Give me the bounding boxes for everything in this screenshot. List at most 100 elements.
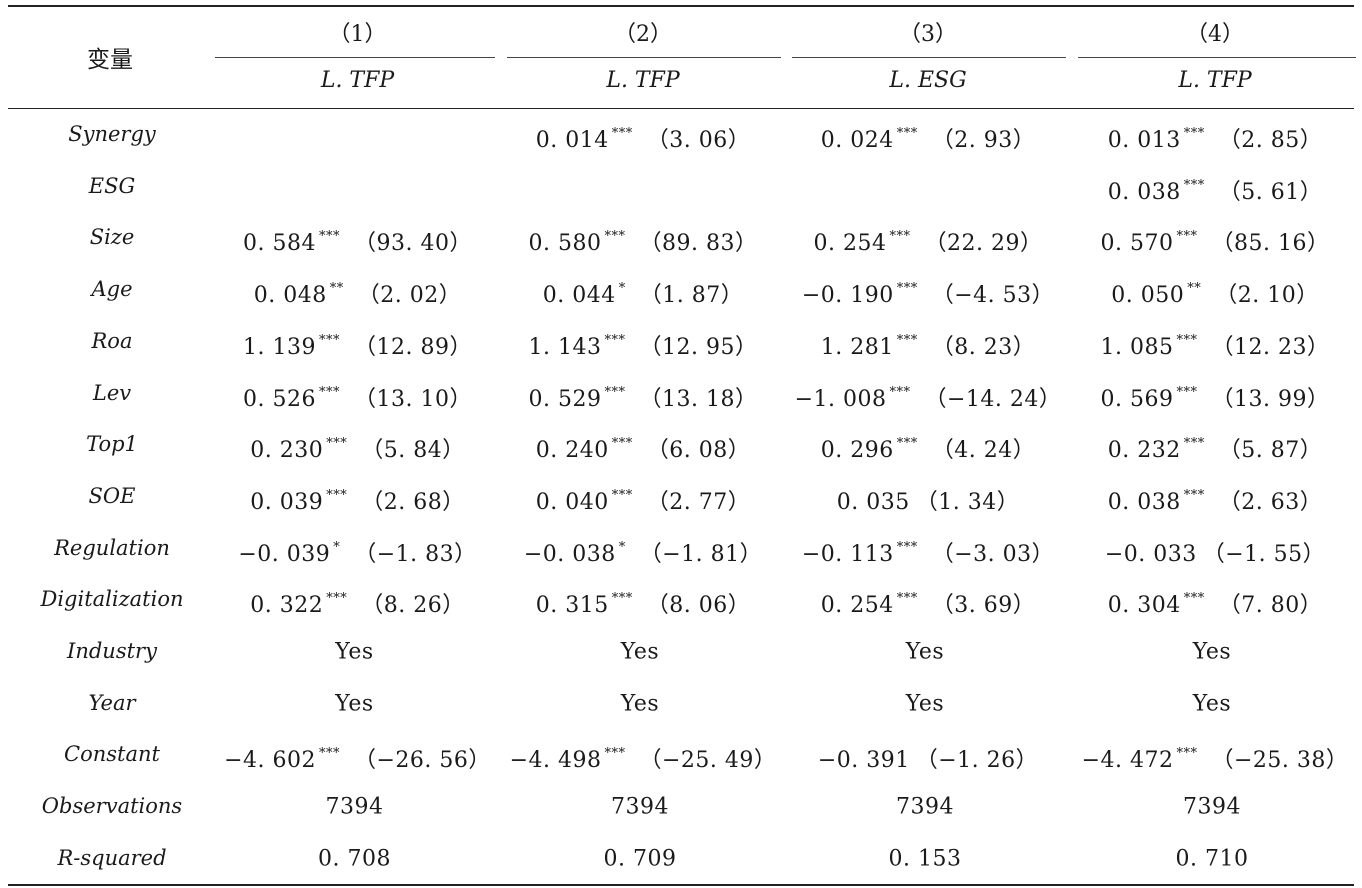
coefficient: Yes (1192, 691, 1232, 717)
table-cell: Yes (790, 691, 1066, 716)
table-cell: 0. 035 （1. 34） (790, 484, 1066, 516)
t-statistic: （−1. 26） (915, 748, 1039, 773)
significance-stars: * (618, 280, 626, 296)
table-cell: −0. 113 *** （−3. 03） (790, 536, 1066, 568)
significance-stars: *** (319, 384, 340, 400)
coefficient: Yes (905, 691, 945, 717)
significance-stars: *** (326, 435, 348, 451)
coefficient: −1. 008 (794, 387, 887, 412)
table-cell: Yes (505, 691, 781, 716)
table-cell: 0. 315 *** （8. 06） (505, 587, 781, 619)
t-statistic: （13. 99） (1211, 387, 1330, 412)
coefficient: 0. 710 (1175, 846, 1249, 872)
table-cell: 7394 (215, 794, 500, 819)
t-statistic: （2. 77） (646, 490, 751, 515)
significance-stars: *** (319, 745, 340, 761)
dependent-variable-4: L. TFP (1178, 68, 1252, 93)
coefficient: 0. 526 (243, 387, 316, 412)
t-statistic: （5. 84） (361, 438, 465, 463)
coefficient: 0. 584 (243, 231, 316, 256)
table-cell: −0. 391 （−1. 26） (790, 742, 1066, 774)
column-3-subrule (792, 57, 1066, 58)
coefficient: −0. 113 (801, 542, 894, 567)
significance-stars: *** (611, 487, 633, 503)
table-cell: 0. 039 *** （2. 68） (215, 484, 500, 516)
table-cell: 1. 281 *** （8. 23） (790, 329, 1066, 361)
coefficient: 7394 (611, 794, 669, 820)
t-statistic: （5. 87） (1218, 438, 1323, 463)
coefficient: 0. 240 (535, 438, 609, 463)
table-bottom-rule (8, 884, 1354, 886)
table-cell: −0. 038 * （−1. 81） (505, 536, 781, 568)
t-statistic: （2. 85） (1218, 128, 1323, 153)
table-cell (215, 174, 500, 199)
table-cell: Yes (215, 639, 500, 664)
t-statistic: （6. 08） (646, 438, 751, 463)
significance-stars: *** (1183, 125, 1205, 141)
table-top-rule (8, 5, 1354, 7)
table-cell: −0. 039 * （−1. 83） (215, 536, 500, 568)
coefficient: 0. 050 (1111, 283, 1185, 308)
significance-stars: * (618, 539, 626, 555)
table-cell (215, 122, 500, 147)
significance-stars: *** (896, 280, 918, 296)
table-cell: 0. 044 * （1. 87） (505, 277, 781, 309)
significance-stars: ** (329, 280, 344, 296)
t-statistic: （8. 23） (931, 335, 1036, 360)
coefficient: 0. 315 (535, 593, 609, 618)
column-4-subrule (1078, 57, 1356, 58)
table-cell (790, 174, 1066, 199)
coefficient: 7394 (1183, 794, 1241, 820)
coefficient: 0. 039 (250, 490, 324, 515)
table-cell: 1. 143 *** （12. 95） (505, 329, 781, 361)
significance-stars: *** (896, 539, 918, 555)
t-statistic: （−26. 56） (354, 748, 491, 773)
coefficient: Yes (335, 691, 374, 717)
coefficient: 1. 085 (1100, 335, 1174, 360)
significance-stars: *** (889, 384, 911, 400)
row-label: SOE (88, 484, 136, 508)
row-label: Regulation (54, 536, 170, 560)
t-statistic: （−1. 55） (1202, 542, 1326, 567)
t-statistic: （2. 02） (357, 283, 462, 308)
table-cell: Yes (1075, 691, 1355, 716)
table-cell: 0. 570 *** （85. 16） (1075, 225, 1355, 257)
coefficient: 0. 038 (1107, 490, 1181, 515)
table-cell: −4. 602 *** （−26. 56） (215, 742, 500, 774)
coefficient: −0. 039 (238, 542, 331, 567)
coefficient: 0. 569 (1100, 387, 1174, 412)
t-statistic: （2. 63） (1218, 490, 1323, 515)
t-statistic: （−1. 83） (354, 542, 477, 567)
coefficient: 0. 296 (820, 438, 894, 463)
table-cell: 0. 013 *** （2. 85） (1075, 122, 1355, 154)
column-number-1: （1） (328, 22, 387, 47)
table-cell: 7394 (790, 794, 1066, 819)
table-cell: 0. 254 *** （22. 29） (790, 225, 1066, 257)
coefficient: Yes (620, 639, 660, 665)
row-label: R-squared (57, 846, 167, 870)
t-statistic: （2. 10） (1215, 283, 1319, 308)
dependent-variable-1: L. TFP (320, 68, 395, 93)
coefficient: 0. 709 (603, 846, 677, 872)
coefficient: −0. 038 (523, 542, 616, 567)
coefficient: 0. 570 (1100, 231, 1174, 256)
row-label: Lev (92, 381, 132, 405)
row-label: Year (88, 691, 136, 715)
table-cell: 0. 569 *** （13. 99） (1075, 381, 1355, 413)
significance-stars: ** (1187, 280, 1202, 296)
significance-stars: *** (1176, 332, 1198, 348)
row-label: Synergy (68, 122, 156, 146)
t-statistic: （13. 10） (354, 387, 472, 412)
t-statistic: （2. 93） (931, 128, 1036, 153)
coefficient: 0. 038 (1107, 180, 1181, 205)
table-cell: 0. 232 *** （5. 87） (1075, 432, 1355, 464)
table-cell: Yes (1075, 639, 1355, 664)
significance-stars: *** (604, 332, 626, 348)
significance-stars: *** (896, 435, 918, 451)
coefficient: 1. 143 (528, 335, 602, 360)
table-cell: 0. 153 (790, 846, 1066, 871)
t-statistic: （−4. 53） (931, 283, 1055, 308)
significance-stars: *** (1183, 590, 1205, 606)
significance-stars: * (333, 539, 341, 555)
significance-stars: *** (611, 590, 633, 606)
